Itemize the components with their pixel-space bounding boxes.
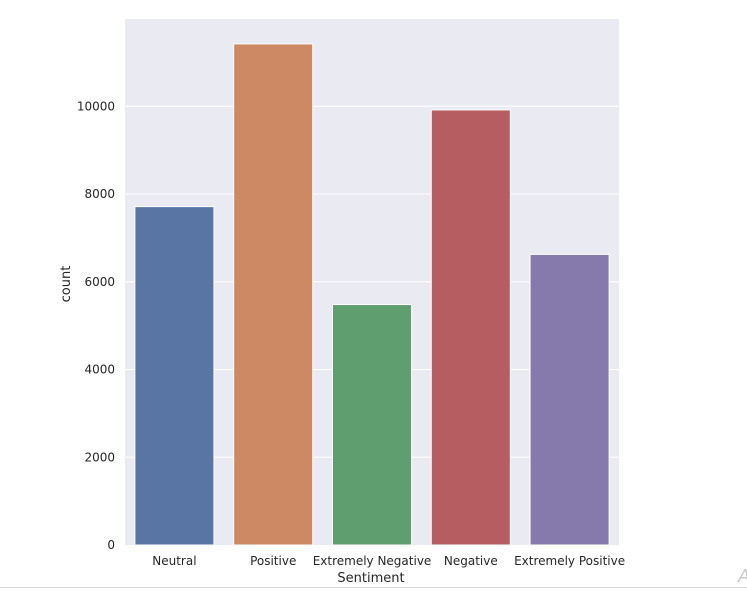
y-tick-label-3: 6000 [84, 275, 115, 289]
x-tick-label-0: Neutral [152, 554, 196, 568]
page-bottom-divider [0, 587, 747, 588]
x-tick-labels: Neutral Positive Extremely Negative Negativ… [152, 554, 625, 568]
bar-neutral [134, 206, 215, 546]
y-tick-label-1: 2000 [84, 450, 115, 464]
y-tick-label-5: 10000 [77, 99, 115, 113]
x-tick-label-1: Positive [250, 554, 296, 568]
y-tick-label-2: 4000 [84, 363, 115, 377]
bar-positive [233, 43, 314, 546]
y-tick-label-0: 0 [107, 538, 115, 552]
bar-extremely-positive [529, 253, 610, 546]
x-tick-label-3: Negative [444, 554, 498, 568]
y-axis-title: count [59, 266, 74, 303]
bar-extremely-negative [331, 304, 413, 546]
x-axis-title: Sentiment [337, 571, 404, 586]
bars [134, 43, 610, 546]
corner-glyph: A [738, 566, 747, 587]
y-tick-label-4: 8000 [84, 187, 115, 201]
x-tick-label-2: Extremely Negative [313, 554, 432, 568]
bar-negative [430, 109, 511, 546]
y-tick-labels: 0 2000 4000 6000 8000 10000 [77, 99, 115, 552]
x-tick-label-4: Extremely Positive [514, 554, 625, 568]
